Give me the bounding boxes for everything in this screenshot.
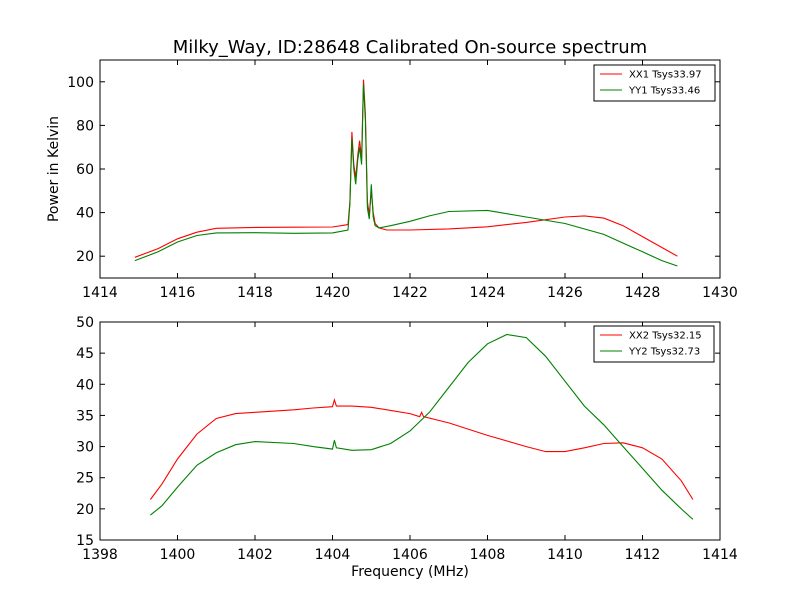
top-x-tick-label: 1428 bbox=[625, 285, 661, 301]
top-subplot: 1414 1416 1418 1420 1422 1424 1426 1428 1430 20 40… bbox=[46, 59, 738, 301]
bottom-legend-label-yy2: YY2 Tsys32.73 bbox=[628, 347, 700, 358]
bottom-plot-ticks: 1398 1400 1402 1404 1406 1408 1410 1412 1414 15 20… bbox=[76, 315, 738, 563]
top-x-tick-label: 1416 bbox=[160, 285, 196, 301]
chart-title: Milky_Way, ID:28648 Calibrated On-source… bbox=[173, 37, 647, 58]
bottom-x-tick-label: 1406 bbox=[392, 547, 428, 563]
bottom-x-axis-label: Frequency (MHz) bbox=[351, 564, 469, 580]
bottom-x-tick-label: 1410 bbox=[547, 547, 583, 563]
top-legend-label-xx1: XX1 Tsys33.97 bbox=[629, 70, 702, 81]
bottom-x-tick-label: 1398 bbox=[82, 547, 118, 563]
bottom-y-tick-label: 25 bbox=[76, 471, 94, 487]
bottom-y-tick-label: 20 bbox=[76, 502, 94, 518]
bottom-x-tick-label: 1402 bbox=[237, 547, 273, 563]
top-x-tick-label: 1418 bbox=[237, 285, 273, 301]
top-y-tick-label: 20 bbox=[76, 249, 94, 265]
bottom-series-line-2 bbox=[150, 333, 694, 520]
top-legend-label-yy1: YY1 Tsys33.46 bbox=[628, 86, 700, 97]
top-legend: XX1 Tsys33.97 YY1 Tsys33.46 bbox=[593, 64, 716, 102]
bottom-y-tick-label: 50 bbox=[76, 315, 94, 331]
bottom-legend-box bbox=[593, 325, 715, 363]
top-x-tick-label: 1414 bbox=[82, 285, 118, 301]
bottom-legend-label-xx2: XX2 Tsys32.15 bbox=[629, 331, 702, 342]
top-x-tick-label: 1420 bbox=[315, 285, 351, 301]
top-y-tick-label: 100 bbox=[67, 75, 94, 91]
top-plot-ticks: 1414 1416 1418 1420 1422 1424 1426 1428 1430 20 40… bbox=[67, 60, 738, 301]
top-y-tick-label: 60 bbox=[76, 162, 94, 178]
bottom-plot-lines bbox=[149, 333, 694, 520]
bottom-y-tick-label: 35 bbox=[76, 408, 94, 424]
bottom-y-tick-label: 30 bbox=[76, 440, 94, 456]
bottom-x-tick-label: 1414 bbox=[702, 547, 738, 563]
top-x-tick-label: 1430 bbox=[702, 285, 738, 301]
top-y-tick-label: 80 bbox=[76, 118, 94, 134]
top-y-axis-label: Power in Kelvin bbox=[46, 116, 62, 222]
bottom-subplot: 1398 1400 1402 1404 1406 1408 1410 1412 1414 15 20… bbox=[76, 315, 738, 580]
bottom-x-tick-label: 1412 bbox=[625, 547, 661, 563]
bottom-legend: XX2 Tsys32.15 YY2 Tsys32.73 bbox=[593, 325, 715, 363]
top-legend-box bbox=[593, 64, 716, 102]
top-y-tick-label: 40 bbox=[76, 206, 94, 222]
bottom-y-tick-label: 40 bbox=[76, 377, 94, 393]
bottom-x-tick-label: 1408 bbox=[470, 547, 506, 563]
top-series-line-2 bbox=[134, 83, 678, 267]
bottom-series-line-1 bbox=[149, 397, 694, 500]
bottom-y-tick-label: 45 bbox=[76, 346, 94, 362]
bottom-y-tick-label: 15 bbox=[76, 533, 94, 549]
top-x-tick-label: 1422 bbox=[392, 285, 428, 301]
bottom-x-tick-label: 1404 bbox=[315, 547, 351, 563]
bottom-x-tick-label: 1400 bbox=[160, 547, 196, 563]
top-plot-lines bbox=[134, 79, 678, 267]
top-x-tick-label: 1426 bbox=[547, 285, 583, 301]
top-x-tick-label: 1424 bbox=[470, 285, 506, 301]
